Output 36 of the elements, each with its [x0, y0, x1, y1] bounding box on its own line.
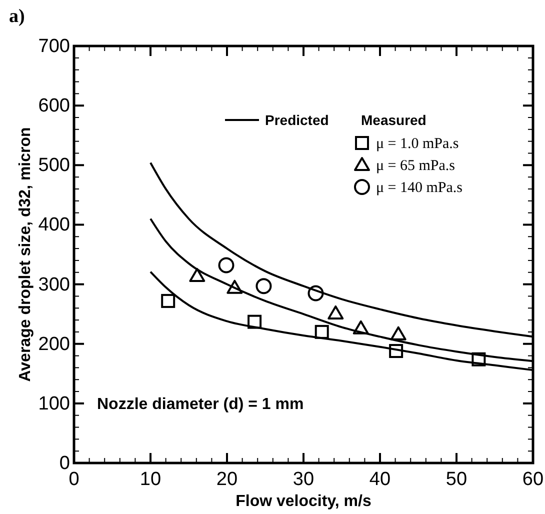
- x-tick-label: 60: [522, 469, 544, 490]
- y-tick-label: 200: [38, 334, 70, 355]
- text: a): [9, 6, 25, 27]
- legend-label: μ = 65 mPa.s: [376, 158, 456, 174]
- legend-label: μ = 1.0 mPa.s: [376, 136, 459, 152]
- legend-title: Measured: [361, 112, 426, 128]
- point: [256, 278, 272, 294]
- x-tick-label: 50: [446, 469, 468, 490]
- x-tick-label: 20: [216, 469, 238, 490]
- legend-label: μ = 140 mPa.s: [376, 180, 463, 196]
- x-tick-label: 10: [140, 469, 162, 490]
- y-tick-label: 300: [38, 274, 70, 296]
- y-tick-label: 0: [59, 453, 70, 474]
- point: [308, 285, 324, 302]
- point: [248, 314, 262, 329]
- point: [161, 294, 176, 308]
- point: [352, 320, 369, 334]
- point: [314, 324, 329, 339]
- point: [189, 268, 206, 282]
- x-tick-label: 40: [369, 469, 391, 490]
- x-tick-label: 30: [292, 469, 314, 490]
- x-axis-title: Flow velocity, m/s: [236, 493, 372, 510]
- point: [472, 352, 486, 366]
- point: [390, 326, 406, 340]
- y-axis-title: Average droplet size, d32, micron: [17, 127, 34, 382]
- y-tick-label: 700: [38, 36, 70, 57]
- y-tick-label: 400: [38, 214, 70, 236]
- legend-label: Predicted: [265, 112, 329, 128]
- y-tick-label: 600: [38, 96, 70, 117]
- y-tick-label: 100: [38, 393, 70, 414]
- point: [226, 280, 243, 294]
- annotation: Nozzle diameter (d) = 1 mm: [97, 396, 304, 413]
- point: [389, 344, 404, 358]
- y-tick-label: 500: [38, 155, 70, 176]
- point: [328, 305, 344, 320]
- point: [218, 257, 234, 274]
